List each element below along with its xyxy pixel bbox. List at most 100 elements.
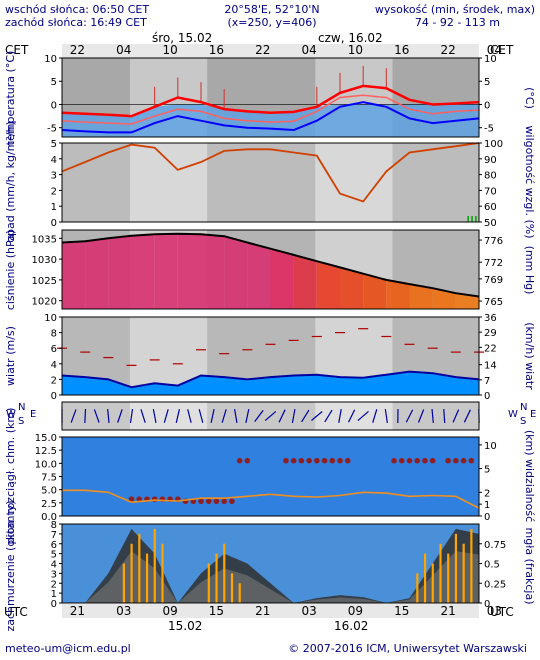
pressure-fill-segment	[409, 284, 433, 309]
tick-label-left: 1025	[32, 276, 57, 287]
tick-label-left: 0	[51, 218, 57, 229]
tick-label-left: 4	[51, 360, 57, 371]
cloud-base-dot	[213, 498, 220, 505]
pressure-fill-segment	[62, 241, 86, 309]
wind-direction-arrow	[311, 411, 323, 421]
pressure-frame	[61, 229, 480, 310]
utc-right: UTC	[490, 605, 514, 619]
wind-direction-arrow	[93, 409, 100, 423]
tick-label-right: 14	[484, 361, 497, 372]
tick-label-left: 4	[51, 155, 57, 166]
tick-label-left: 3	[51, 171, 57, 182]
tick-label-left: 1	[51, 202, 57, 213]
pressure-line	[61, 232, 480, 298]
cloud-base-dot	[128, 496, 135, 502]
visibility-line	[62, 489, 480, 509]
precip-intensity-bar	[230, 573, 234, 603]
tick-label-left: 2.5	[41, 499, 57, 510]
tz-right: CET	[490, 43, 514, 57]
tick-label-left: 15.0	[35, 433, 57, 444]
tick-label-right: 10	[484, 54, 497, 65]
pressure-fill-segment	[224, 236, 248, 309]
wind-direction-arrow	[175, 409, 180, 423]
visibility-bg	[62, 437, 479, 516]
label-fog: mgła (frakcja)	[523, 528, 536, 605]
precip-intensity-bar	[207, 563, 210, 603]
temperature-frame	[61, 57, 480, 138]
compass-w-right: W	[508, 409, 518, 420]
humidity-line	[61, 142, 480, 203]
tick-label-left: 5	[51, 550, 57, 561]
cloud-base-dot	[460, 457, 467, 464]
night-band	[62, 143, 130, 222]
panels: -50510-505100123455060708090100765769772…	[32, 54, 507, 610]
tick-label-left: 10.0	[35, 459, 57, 470]
bottom-hour-label: 15	[394, 604, 409, 618]
wind-direction-arrow	[152, 409, 157, 423]
pressure-fill-segment	[108, 235, 132, 309]
pressure-fill-segment	[316, 261, 340, 309]
cloud-base-dot	[314, 457, 320, 464]
tick-label-right: -5	[484, 124, 494, 135]
tick-label-right: 36	[484, 313, 497, 324]
cloud-base-dot	[422, 457, 428, 464]
tick-label-left: 1020	[32, 297, 57, 308]
label-pressure: ciśnienie (hPa)	[4, 230, 17, 310]
tick-label-left: 12.5	[35, 446, 57, 457]
bottom-hour-label: 21	[70, 604, 85, 618]
cloud-base-dot	[236, 457, 243, 464]
pressure-fill-segment	[363, 273, 387, 309]
cloud-base-dot	[321, 457, 328, 464]
temp-mid-line	[61, 94, 480, 125]
night-band	[207, 143, 316, 222]
tick-label-right: 2	[484, 488, 490, 499]
wind-direction-arrow	[405, 409, 414, 423]
footer-copyright: © 2007-2016 ICM, Uniwersytet Warszawski	[288, 642, 527, 655]
tick-label-right: 7	[484, 376, 490, 387]
cloud-base-dot	[429, 457, 436, 464]
tick-label-right: 0.25	[484, 579, 506, 590]
bottom-hour-label: 21	[255, 604, 270, 618]
precip-intensity-bar	[161, 543, 164, 603]
label-wind-right: (km/h) wiatr	[523, 322, 536, 390]
top-hour-label: 16	[209, 43, 224, 57]
wind-direction-arrow	[431, 408, 434, 424]
tick-label-left: 2	[51, 579, 57, 590]
precip-intensity-bar	[416, 573, 419, 603]
tick-label-right: 5	[484, 465, 490, 476]
temp-max-line	[61, 84, 480, 118]
tick-label-right: 769	[484, 275, 503, 286]
precip-intensity-bar	[470, 528, 473, 603]
tick-label-left: 8	[51, 520, 57, 531]
wind-direction-arrow	[84, 408, 87, 424]
wind-direction-arrow	[107, 408, 110, 424]
tick-label-left: 5.0	[41, 486, 57, 497]
precip-intensity-bar	[122, 563, 125, 603]
tick-label-left: 4	[51, 560, 57, 571]
tick-label-left: 5	[51, 139, 57, 150]
precip-bar	[471, 216, 473, 222]
wind-direction-arrow	[452, 409, 460, 423]
top-time-axis: 22 04 10 16 22 04 10 16 22 04	[62, 43, 502, 58]
tick-label-right: 100	[484, 139, 503, 150]
wind-direction-arrow	[245, 409, 250, 423]
night-band	[207, 402, 316, 430]
tick-label-right: 70	[484, 186, 497, 197]
pressure-fill-segment	[270, 248, 294, 309]
wind-direction-arrow	[338, 409, 342, 423]
cloud-base-dot	[445, 457, 451, 464]
pressure-fill-segment	[154, 233, 178, 309]
sunset-text: zachód słońca: 16:49 CET	[5, 16, 147, 29]
wind-direction-arrow	[210, 409, 215, 423]
cloud-low-fill	[62, 551, 479, 603]
cloud-base-dot	[136, 496, 143, 502]
footer-email[interactable]: meteo-um@icm.edu.pl	[5, 642, 131, 655]
tick-label-right: 80	[484, 171, 497, 182]
date2-label: 16.02	[334, 619, 368, 633]
bottom-hour-label: 09	[162, 604, 177, 618]
tick-label-left: 2	[51, 186, 57, 197]
wind-speed-fill	[62, 371, 479, 395]
cloud-base-dot	[198, 498, 204, 505]
wind-speed-line	[61, 370, 480, 389]
tick-label-right: 776	[484, 236, 503, 247]
